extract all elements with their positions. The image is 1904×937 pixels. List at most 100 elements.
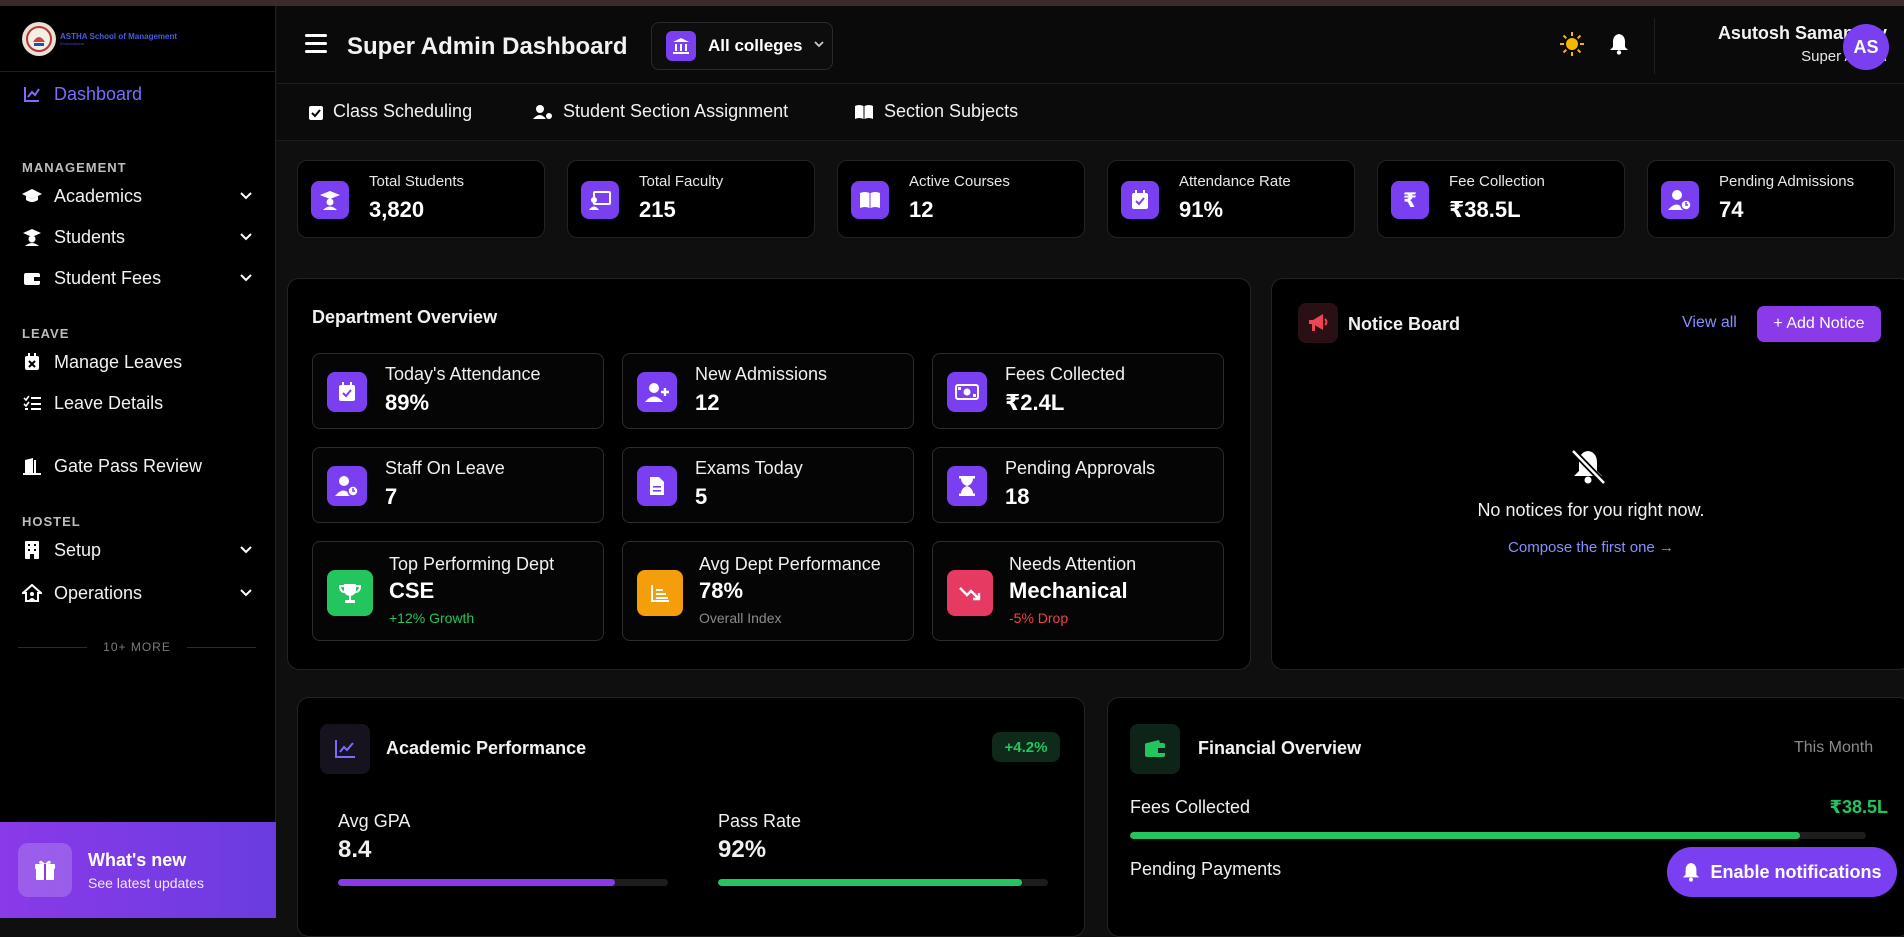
add-notice-button[interactable]: + Add Notice xyxy=(1757,306,1881,342)
stat-card-fee-collection[interactable]: ₹ Fee Collection ₹38.5L xyxy=(1377,160,1625,238)
fees-progress-bar xyxy=(1130,832,1866,839)
sidebar-item-academics[interactable]: Academics xyxy=(22,180,254,212)
empty-notices-message: No notices for you right now. xyxy=(1477,500,1705,520)
view-all-link[interactable]: View all xyxy=(1682,314,1737,331)
bar-chart-icon xyxy=(637,570,683,616)
tab-label: Class Scheduling xyxy=(333,101,473,121)
whats-new-banner[interactable]: What's new See latest updates xyxy=(0,822,276,918)
dept-card-value: 89% xyxy=(385,390,430,415)
dept-card-value: 12 xyxy=(695,390,720,415)
more-label: 10+ MORE xyxy=(103,640,171,654)
institution-icon xyxy=(666,31,696,61)
book-icon xyxy=(851,181,889,219)
dept-card-pending-approvals[interactable]: Pending Approvals 18 xyxy=(932,447,1224,523)
dept-card-value: 7 xyxy=(385,484,398,509)
sidebar-item-leave-details[interactable]: Leave Details xyxy=(22,387,254,419)
teacher-icon xyxy=(581,181,619,219)
top-header: Super Admin Dashboard All colleges Asuto… xyxy=(277,6,1904,84)
sidebar-item-manage-leaves[interactable]: Manage Leaves xyxy=(22,346,254,378)
logo[interactable]: ASTHA School of Management Bhubaneswar xyxy=(0,6,275,72)
dept-card-value: 78% xyxy=(699,578,744,603)
tab-student-section-assignment[interactable]: Student Section Assignment xyxy=(533,101,788,122)
dept-card-label: New Admissions xyxy=(695,364,828,384)
enable-notifications-label: Enable notifications xyxy=(1710,861,1882,882)
sidebar-item-operations[interactable]: Operations xyxy=(22,577,254,609)
stat-card-total-faculty[interactable]: Total Faculty 215 xyxy=(567,160,815,238)
dept-card-label: Staff On Leave xyxy=(385,458,505,478)
chart-line-icon xyxy=(320,724,370,774)
tab-section-subjects[interactable]: Section Subjects xyxy=(854,101,1018,122)
notifications-bell-icon[interactable] xyxy=(1609,33,1629,60)
money-bill-icon xyxy=(947,372,987,412)
calendar-check-icon xyxy=(1121,181,1159,219)
window-top-border xyxy=(0,0,1904,6)
stat-value: 91% xyxy=(1179,197,1224,222)
stat-value: 12 xyxy=(909,197,934,222)
dept-card-fees-collected[interactable]: Fees Collected ₹2.4L xyxy=(932,353,1224,429)
dept-card-staff-on-leave[interactable]: Staff On Leave 7 xyxy=(312,447,604,523)
wallet-icon xyxy=(1130,724,1180,774)
gpa-progress-bar xyxy=(338,879,668,886)
calendar-check-icon xyxy=(327,372,367,412)
logo-subtitle: Bhubaneswar xyxy=(60,40,85,46)
dept-card-new-admissions[interactable]: New Admissions 12 xyxy=(622,353,914,429)
college-filter-dropdown[interactable]: All colleges xyxy=(651,22,833,70)
trophy-icon xyxy=(327,570,373,616)
dept-card-todays-attendance[interactable]: Today's Attendance 89% xyxy=(312,353,604,429)
sidebar-item-label: Academics xyxy=(54,185,143,206)
dept-card-top-performing[interactable]: Top Performing Dept CSE +12% Growth xyxy=(312,541,604,641)
avatar[interactable]: AS xyxy=(1843,24,1889,70)
sidebar-item-gate-pass-review[interactable]: Gate Pass Review xyxy=(22,450,254,482)
academic-performance-panel: Academic Performance +4.2% Avg GPA 8.4 P… xyxy=(297,697,1085,937)
pass-rate-label: Pass Rate xyxy=(718,811,802,831)
sidebar-item-label: Gate Pass Review xyxy=(54,455,203,476)
graduation-cap-icon xyxy=(22,186,42,206)
sidebar-item-setup[interactable]: Setup xyxy=(22,534,254,566)
user-clock-icon xyxy=(327,466,367,506)
dept-card-value: Mechanical xyxy=(1009,578,1128,603)
sidebar-item-label: Student Fees xyxy=(54,267,162,288)
logo-title: ASTHA School of Management xyxy=(60,31,178,41)
divider xyxy=(1654,18,1655,74)
menu-toggle-icon[interactable] xyxy=(305,34,327,54)
dept-card-label: Needs Attention xyxy=(1009,554,1137,574)
period-label: This Month xyxy=(1794,739,1874,756)
bell-icon xyxy=(1683,863,1700,882)
index-note: Overall Index xyxy=(699,610,782,626)
chevron-down-icon xyxy=(238,228,254,249)
theme-toggle-sun-icon[interactable] xyxy=(1559,31,1585,62)
dept-card-needs-attention[interactable]: Needs Attention Mechanical -5% Drop xyxy=(932,541,1224,641)
more-items-toggle[interactable]: 10+ MORE xyxy=(18,640,257,654)
stat-value: 215 xyxy=(639,197,676,222)
stat-card-active-courses[interactable]: Active Courses 12 xyxy=(837,160,1085,238)
sidebar-item-dashboard[interactable]: Dashboard xyxy=(22,78,254,110)
drop-note: -5% Drop xyxy=(1009,610,1069,626)
stat-card-pending-admissions[interactable]: Pending Admissions 74 xyxy=(1647,160,1895,238)
stat-value: 74 xyxy=(1719,197,1744,222)
section-leave: LEAVE xyxy=(22,326,70,341)
dept-card-label: Fees Collected xyxy=(1005,364,1126,384)
sidebar-item-students[interactable]: Students xyxy=(22,221,254,253)
stat-card-total-students[interactable]: Total Students 3,820 xyxy=(297,160,545,238)
dept-card-avg-performance[interactable]: Avg Dept Performance 78% Overall Index xyxy=(622,541,914,641)
enable-notifications-button[interactable]: Enable notifications xyxy=(1667,847,1897,897)
house-user-icon xyxy=(22,583,42,603)
pass-rate-value: 92% xyxy=(718,836,767,863)
hourglass-icon xyxy=(947,466,987,506)
stat-label: Fee Collection xyxy=(1449,173,1545,190)
tab-class-scheduling[interactable]: Class Scheduling xyxy=(309,101,472,122)
chart-line-icon xyxy=(22,84,42,104)
dept-card-exams-today[interactable]: Exams Today 5 xyxy=(622,447,914,523)
stat-card-attendance-rate[interactable]: Attendance Rate 91% xyxy=(1107,160,1355,238)
fees-collected-value: ₹38.5L xyxy=(1829,797,1888,817)
compose-notice-link[interactable]: Compose the first one → xyxy=(1508,539,1674,556)
divider xyxy=(18,646,88,648)
chevron-down-icon xyxy=(238,187,254,208)
divider xyxy=(186,646,257,648)
sidebar-item-student-fees[interactable]: Student Fees xyxy=(22,262,254,294)
tab-label: Section Subjects xyxy=(884,101,1019,121)
dept-card-label: Exams Today xyxy=(695,458,803,478)
building-icon xyxy=(22,540,42,560)
trend-badge: +4.2% xyxy=(992,732,1060,762)
avg-gpa-label: Avg GPA xyxy=(338,811,411,831)
